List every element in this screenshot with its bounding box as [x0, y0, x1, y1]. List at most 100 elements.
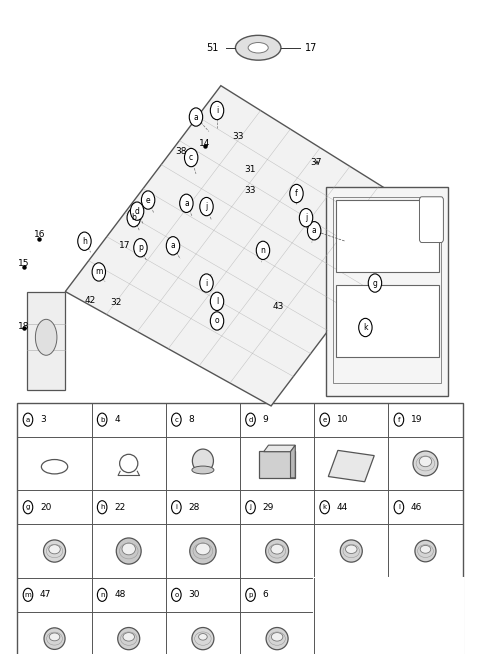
Ellipse shape [36, 320, 57, 355]
Ellipse shape [419, 457, 432, 467]
FancyBboxPatch shape [420, 196, 444, 242]
Ellipse shape [49, 545, 60, 554]
Circle shape [142, 191, 155, 209]
Text: b: b [132, 213, 136, 222]
Text: 32: 32 [110, 298, 121, 307]
Ellipse shape [122, 543, 135, 555]
Polygon shape [290, 445, 295, 478]
Ellipse shape [118, 627, 140, 650]
Text: 8: 8 [188, 415, 194, 424]
Circle shape [200, 274, 213, 292]
Text: 37: 37 [310, 159, 322, 167]
Ellipse shape [415, 540, 436, 562]
Text: j: j [250, 504, 252, 510]
Ellipse shape [196, 543, 210, 555]
Circle shape [210, 102, 224, 120]
Text: 15: 15 [18, 259, 29, 268]
Ellipse shape [190, 538, 216, 564]
Circle shape [23, 500, 33, 514]
Text: 42: 42 [85, 295, 96, 305]
Circle shape [171, 500, 181, 514]
Text: 46: 46 [411, 503, 422, 512]
Circle shape [23, 413, 33, 426]
Text: 17: 17 [120, 241, 131, 250]
Polygon shape [65, 86, 420, 406]
Circle shape [200, 197, 213, 215]
Text: h: h [100, 504, 105, 510]
Text: 4: 4 [114, 415, 120, 424]
Text: a: a [193, 113, 198, 122]
Text: 31: 31 [245, 165, 256, 174]
Text: g: g [372, 278, 377, 288]
Polygon shape [27, 291, 65, 390]
Text: 16: 16 [34, 230, 46, 239]
Ellipse shape [248, 43, 268, 53]
Circle shape [246, 413, 255, 426]
Text: 9: 9 [263, 415, 268, 424]
Text: m: m [95, 267, 103, 276]
Text: 33: 33 [232, 132, 243, 141]
Ellipse shape [413, 451, 438, 476]
Ellipse shape [420, 546, 431, 553]
Ellipse shape [340, 540, 362, 562]
Text: d: d [248, 417, 252, 422]
Circle shape [256, 241, 270, 259]
Text: 33: 33 [244, 186, 255, 195]
Text: i: i [175, 504, 177, 510]
Circle shape [300, 208, 313, 227]
Text: l: l [398, 504, 400, 510]
Text: 38: 38 [175, 147, 186, 155]
Circle shape [134, 238, 147, 257]
Text: n: n [261, 246, 265, 255]
Polygon shape [336, 200, 439, 272]
Circle shape [131, 202, 144, 220]
Ellipse shape [265, 539, 288, 563]
Text: 29: 29 [263, 503, 274, 512]
Text: 48: 48 [114, 590, 125, 599]
Text: a: a [26, 417, 30, 422]
Circle shape [97, 413, 107, 426]
Circle shape [171, 413, 181, 426]
Circle shape [394, 500, 404, 514]
Circle shape [246, 588, 255, 601]
Circle shape [189, 108, 203, 126]
Text: e: e [146, 196, 150, 204]
Circle shape [210, 312, 224, 330]
Text: 6: 6 [263, 590, 268, 599]
Text: 10: 10 [336, 415, 348, 424]
Ellipse shape [116, 538, 141, 564]
Text: g: g [26, 504, 30, 510]
Text: f: f [295, 189, 298, 198]
Text: o: o [174, 592, 179, 598]
Text: 22: 22 [114, 503, 125, 512]
Text: a: a [312, 226, 316, 235]
Circle shape [97, 500, 107, 514]
Ellipse shape [266, 627, 288, 650]
Circle shape [394, 413, 404, 426]
Ellipse shape [44, 540, 66, 562]
Circle shape [171, 588, 181, 601]
Text: k: k [363, 323, 368, 332]
Circle shape [97, 588, 107, 601]
Ellipse shape [44, 628, 65, 649]
Circle shape [246, 500, 255, 514]
Text: 14: 14 [199, 139, 210, 147]
Polygon shape [326, 187, 448, 396]
Text: 19: 19 [411, 415, 422, 424]
Text: k: k [323, 504, 327, 510]
Circle shape [308, 221, 321, 240]
Text: a: a [170, 241, 175, 250]
Ellipse shape [192, 449, 214, 473]
Circle shape [368, 274, 382, 292]
Text: f: f [397, 417, 400, 422]
Text: e: e [323, 417, 327, 422]
Text: 3: 3 [40, 415, 46, 424]
Text: c: c [174, 417, 178, 422]
Ellipse shape [346, 545, 357, 553]
Circle shape [320, 500, 329, 514]
Text: 28: 28 [188, 503, 200, 512]
Text: ✦: ✦ [313, 160, 320, 166]
Polygon shape [336, 285, 439, 357]
Ellipse shape [271, 633, 283, 641]
Ellipse shape [192, 627, 214, 650]
